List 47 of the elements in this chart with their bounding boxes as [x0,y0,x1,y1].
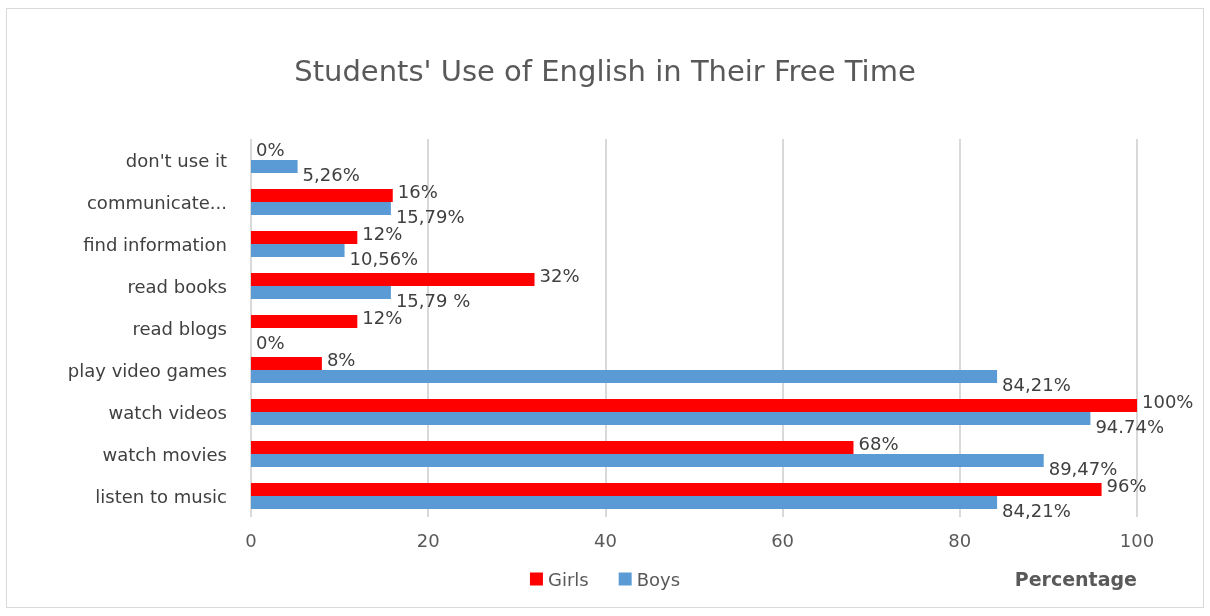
legend-label: Girls [547,568,589,590]
data-label: 68% [858,433,899,454]
data-label: 84,21% [1002,374,1071,395]
x-tick-label: 100 [1119,529,1155,551]
data-label: 16% [397,181,438,202]
bar [251,189,393,202]
bar [251,496,998,509]
legend-label: Boys [636,568,681,590]
data-label: 8% [326,349,356,370]
bar [251,160,298,173]
y-tick-label: read blogs [132,317,227,339]
data-label: 5,26% [302,164,360,185]
bar [251,454,1044,467]
data-label: 84,21% [1002,500,1071,521]
y-tick-label: communicate... [86,191,227,213]
y-tick-label: listen to music [95,485,227,507]
y-tick-label: watch movies [102,443,227,465]
chart-title: Students' Use of English in Their Free Time [294,53,916,88]
data-label: 32% [539,265,580,286]
bar [251,441,854,454]
bar [251,231,358,244]
x-tick-label: 0 [245,529,257,551]
data-label: 10,56% [349,248,419,269]
bar [251,244,345,257]
y-tick-label: read books [127,275,227,297]
data-label: 94.74% [1095,416,1165,437]
x-tick-label: 40 [593,529,617,551]
y-tick-label: watch videos [108,401,227,423]
x-axis-title: Percentage [1014,567,1137,590]
data-label: 100% [1142,391,1194,412]
bar [251,483,1102,496]
bar [251,412,1091,425]
x-tick-label: 80 [948,529,972,551]
bar [251,202,391,215]
data-label: 0% [256,139,285,160]
x-tick-label: 20 [416,529,440,551]
bar [251,286,391,299]
y-tick-label: find information [83,233,227,255]
bar [251,273,535,286]
x-tick-label: 60 [771,529,795,551]
bar [251,357,322,370]
y-tick-label: play video games [67,359,227,381]
y-tick-label: don't use it [125,149,227,171]
bar [251,399,1137,412]
bar [251,370,998,383]
bar [251,315,358,328]
data-label: 0% [256,332,285,353]
